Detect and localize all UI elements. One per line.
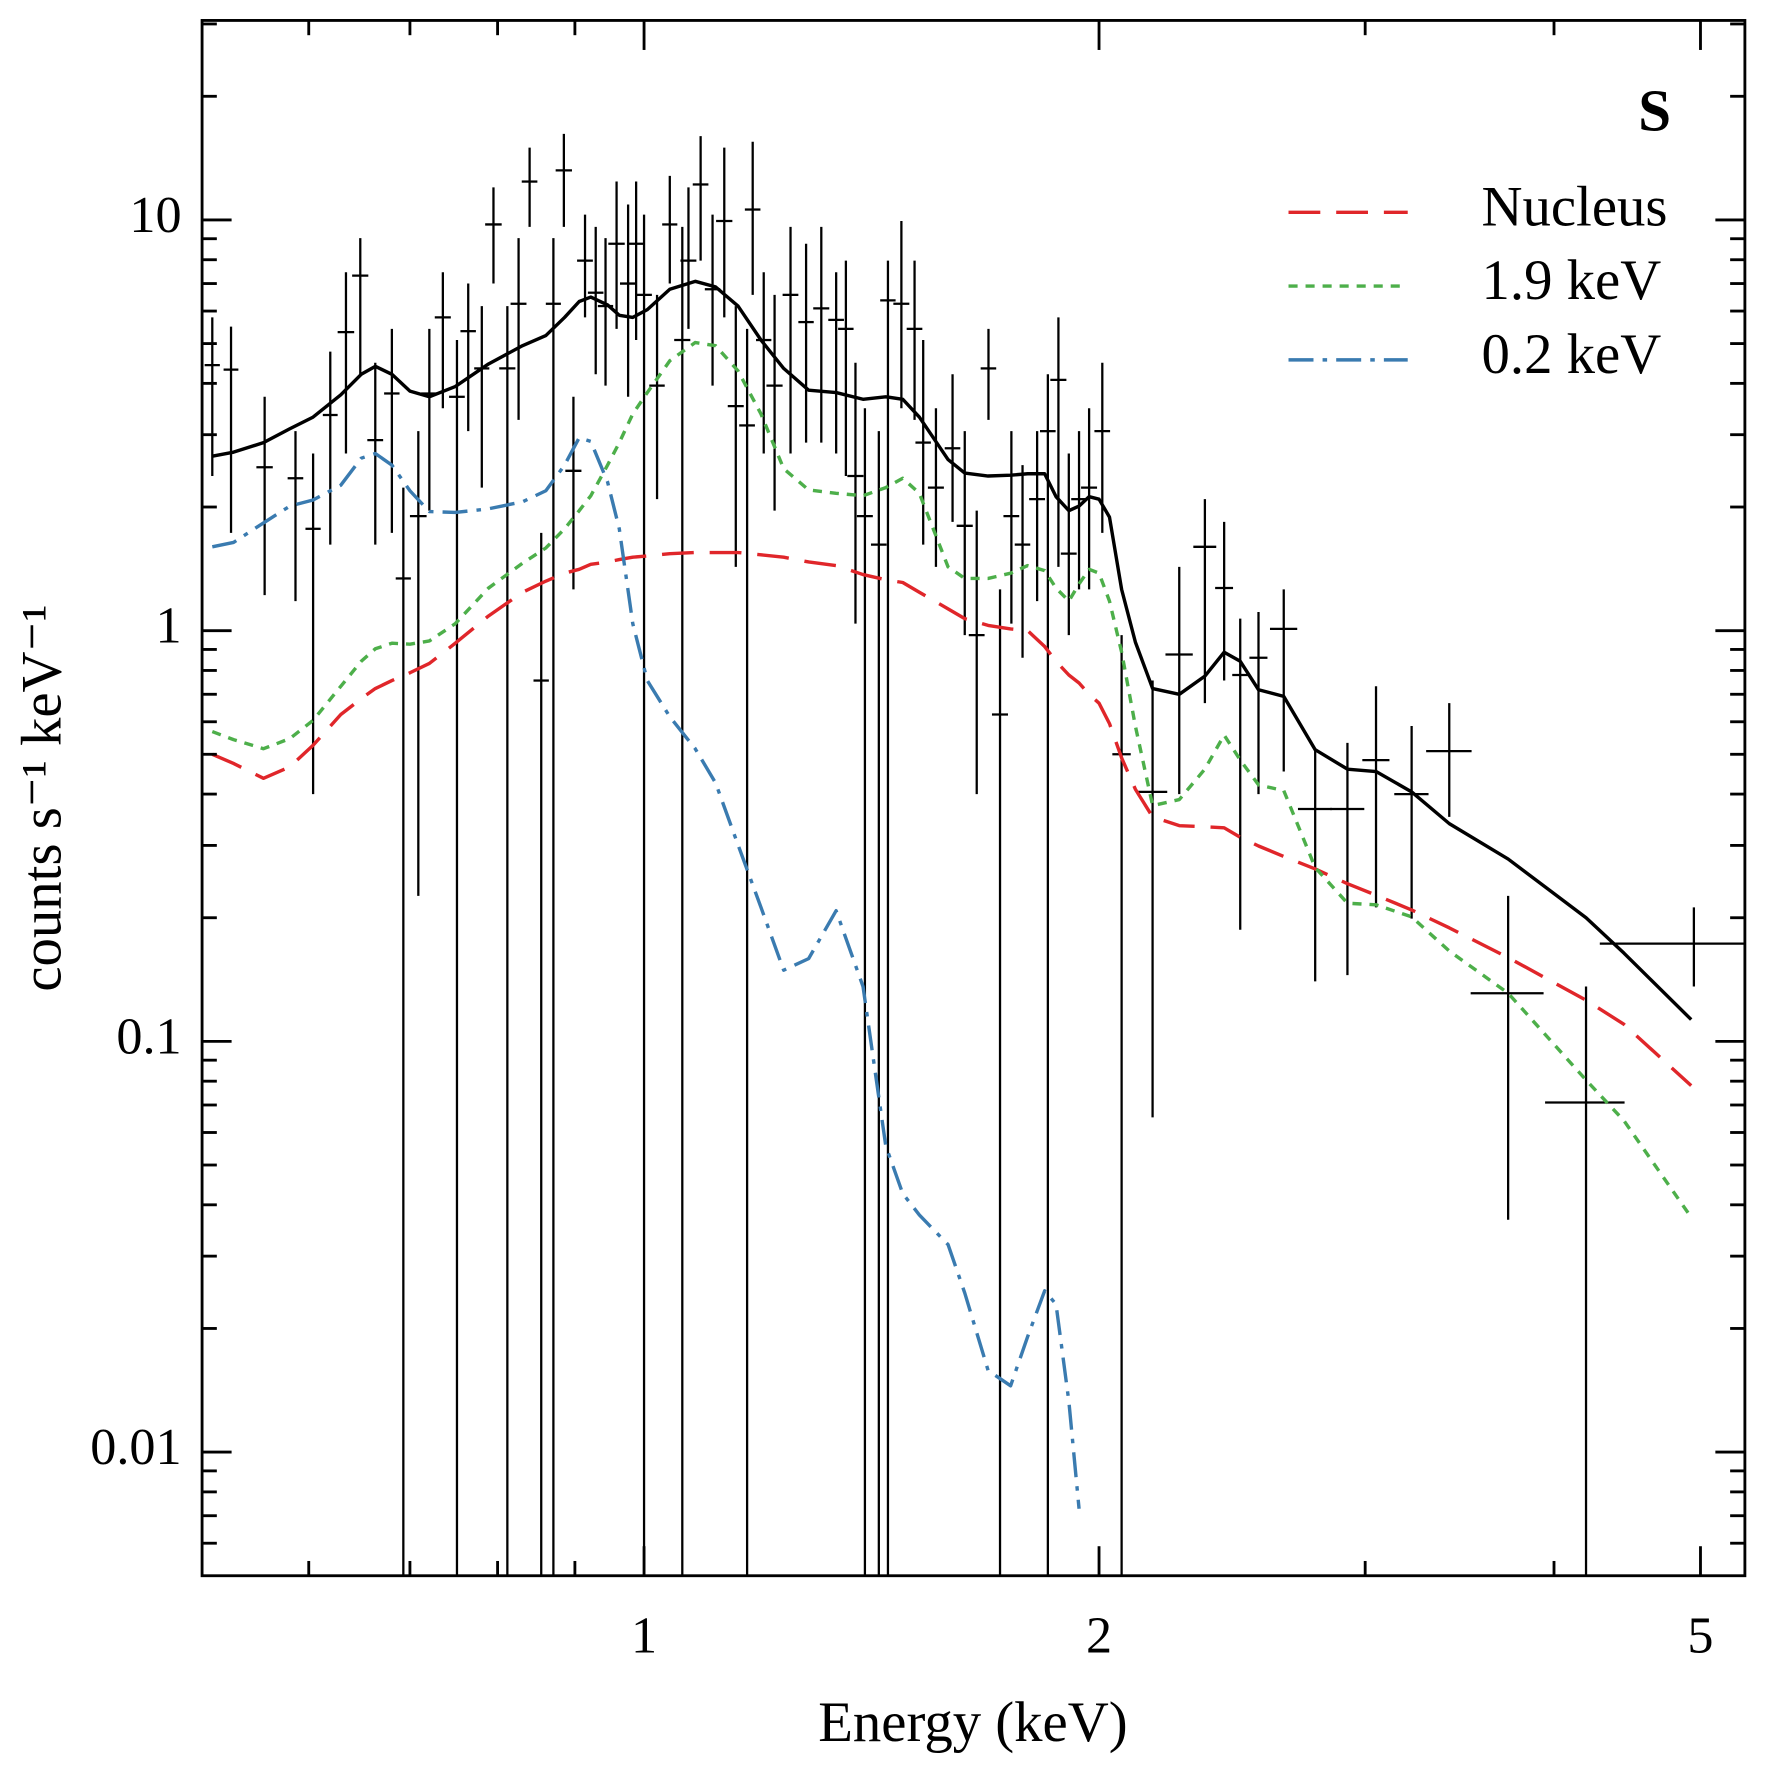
panel-label: S [1638, 77, 1671, 143]
model-line [211, 550, 1693, 1087]
legend-label: Nucleus [1482, 175, 1668, 238]
x-axis-label: Energy (keV) [818, 1691, 1127, 1754]
model-line [211, 279, 1693, 1021]
legend-label: 1.9 keV [1482, 249, 1662, 312]
y-tick-label: 0.01 [90, 1418, 181, 1476]
plot-area [204, 133, 1745, 1576]
plot-frame [200, 19, 1747, 1578]
x-tick-label: 5 [1687, 1606, 1713, 1664]
y-axis-label: counts s⁻¹ keV⁻¹ [11, 605, 74, 992]
y-tick-label: 0.1 [116, 1007, 181, 1065]
y-tick-label: 10 [129, 186, 181, 244]
y-tick-label: 1 [156, 597, 182, 655]
x-tick-label: 2 [1086, 1606, 1112, 1664]
model-line [211, 340, 1693, 1219]
x-tick-label: 1 [631, 1606, 657, 1664]
legend-label: 0.2 keV [1482, 323, 1662, 386]
model-line [211, 435, 1081, 1509]
